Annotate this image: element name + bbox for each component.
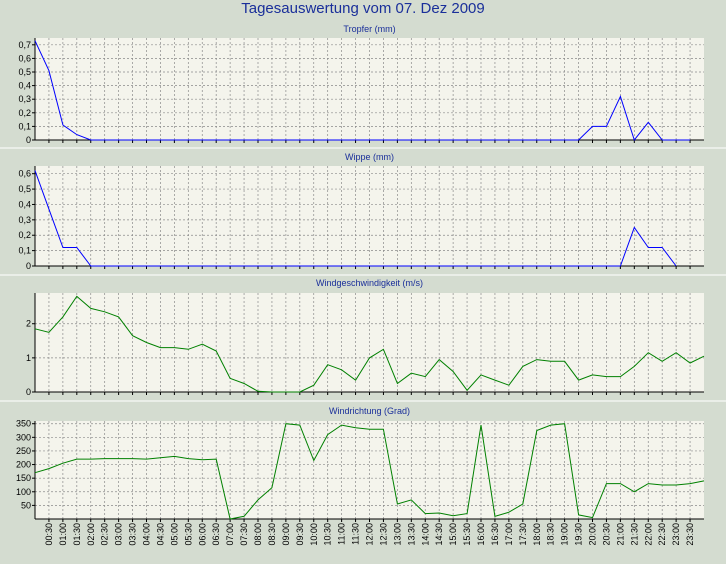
x-tick-label: 02:30 bbox=[100, 523, 110, 546]
x-tick-label: 05:00 bbox=[169, 523, 179, 546]
y-tick-label: 0,2 bbox=[18, 230, 31, 240]
y-tick-label: 0 bbox=[26, 387, 31, 397]
y-tick-label: 50 bbox=[21, 500, 31, 510]
series-line bbox=[34, 295, 705, 393]
x-tick-label: 08:00 bbox=[253, 523, 263, 546]
y-tick-label: 0,4 bbox=[18, 199, 31, 209]
y-tick-label: 0,1 bbox=[18, 246, 31, 256]
y-tick-label: 350 bbox=[16, 419, 31, 429]
x-tick-label: 17:30 bbox=[518, 523, 528, 546]
page-title: Tagesauswertung vom 07. Dez 2009 bbox=[241, 0, 485, 17]
x-tick-label: 12:00 bbox=[365, 523, 375, 546]
x-tick-label: 11:30 bbox=[351, 523, 361, 545]
x-tick-label: 17:00 bbox=[504, 523, 514, 546]
x-tick-label: 20:00 bbox=[588, 523, 598, 546]
x-tick-label: 06:00 bbox=[197, 523, 207, 546]
x-tick-label: 05:30 bbox=[183, 523, 193, 546]
x-tick-label: 15:30 bbox=[462, 523, 472, 546]
x-tick-label: 09:00 bbox=[281, 523, 291, 546]
x-tick-label: 14:00 bbox=[420, 523, 430, 546]
x-tick-label: 02:00 bbox=[86, 523, 96, 546]
y-tick-label: 250 bbox=[16, 446, 31, 456]
y-tick-label: 0 bbox=[26, 261, 31, 271]
x-tick-label: 10:00 bbox=[309, 523, 319, 546]
x-tick-label: 11:00 bbox=[337, 523, 347, 545]
x-tick-label: 07:00 bbox=[225, 523, 235, 546]
y-tick-label: 2 bbox=[26, 319, 31, 329]
x-tick-label: 13:30 bbox=[406, 523, 416, 546]
x-tick-label: 16:00 bbox=[476, 523, 486, 546]
panel-title: Windrichtung (Grad) bbox=[329, 406, 410, 416]
panel-title: Windgeschwindigkeit (m/s) bbox=[316, 278, 423, 288]
x-tick-label: 08:30 bbox=[267, 523, 277, 546]
y-tick-label: 0,4 bbox=[18, 81, 31, 91]
x-tick-label: 23:00 bbox=[671, 523, 681, 546]
y-tick-label: 0,5 bbox=[18, 184, 31, 194]
x-tick-label: 22:30 bbox=[657, 523, 667, 546]
x-tick-label: 21:30 bbox=[629, 523, 639, 546]
x-tick-label: 15:00 bbox=[448, 523, 458, 546]
series-line bbox=[34, 170, 677, 267]
y-tick-label: 0,5 bbox=[18, 67, 31, 77]
panel-title: Wippe (mm) bbox=[345, 152, 394, 162]
y-tick-label: 100 bbox=[16, 487, 31, 497]
x-tick-label: 21:00 bbox=[615, 523, 625, 546]
y-tick-label: 0,3 bbox=[18, 94, 31, 104]
panel-title: Tropfer (mm) bbox=[343, 24, 395, 34]
x-tick-label: 16:30 bbox=[490, 523, 500, 546]
x-tick-label: 18:00 bbox=[532, 523, 542, 546]
y-tick-label: 0,6 bbox=[18, 169, 31, 179]
x-tick-label: 04:00 bbox=[142, 523, 152, 546]
y-tick-label: 0 bbox=[26, 135, 31, 145]
series-line bbox=[34, 40, 691, 142]
x-tick-label: 23:30 bbox=[685, 523, 695, 546]
y-tick-label: 0,6 bbox=[18, 53, 31, 63]
x-tick-label: 19:00 bbox=[560, 523, 570, 546]
x-tick-label: 03:00 bbox=[114, 523, 124, 546]
y-tick-label: 300 bbox=[16, 432, 31, 442]
series-line bbox=[34, 423, 705, 520]
x-tick-label: 01:30 bbox=[72, 523, 82, 546]
y-tick-label: 0,3 bbox=[18, 215, 31, 225]
x-tick-label: 20:30 bbox=[601, 523, 611, 546]
x-tick-label: 13:00 bbox=[392, 523, 402, 546]
y-tick-label: 200 bbox=[16, 460, 31, 470]
x-tick-label: 18:30 bbox=[546, 523, 556, 546]
x-tick-label: 03:30 bbox=[128, 523, 138, 546]
x-tick-label: 07:30 bbox=[239, 523, 249, 546]
x-tick-label: 09:30 bbox=[295, 523, 305, 546]
y-tick-label: 1 bbox=[26, 353, 31, 363]
x-tick-label: 01:00 bbox=[58, 523, 68, 546]
y-tick-label: 150 bbox=[16, 473, 31, 483]
y-tick-label: 0,1 bbox=[18, 121, 31, 131]
y-tick-label: 0,2 bbox=[18, 108, 31, 118]
x-tick-label: 04:30 bbox=[155, 523, 165, 546]
x-tick-label: 19:30 bbox=[574, 523, 584, 546]
x-tick-label: 06:30 bbox=[211, 523, 221, 546]
x-tick-label: 22:00 bbox=[643, 523, 653, 546]
y-tick-label: 0,7 bbox=[18, 40, 31, 50]
x-tick-label: 10:30 bbox=[323, 523, 333, 546]
x-tick-label: 14:30 bbox=[434, 523, 444, 546]
x-tick-label: 00:30 bbox=[44, 523, 54, 546]
plot-area bbox=[35, 38, 704, 140]
x-tick-label: 12:30 bbox=[378, 523, 388, 546]
